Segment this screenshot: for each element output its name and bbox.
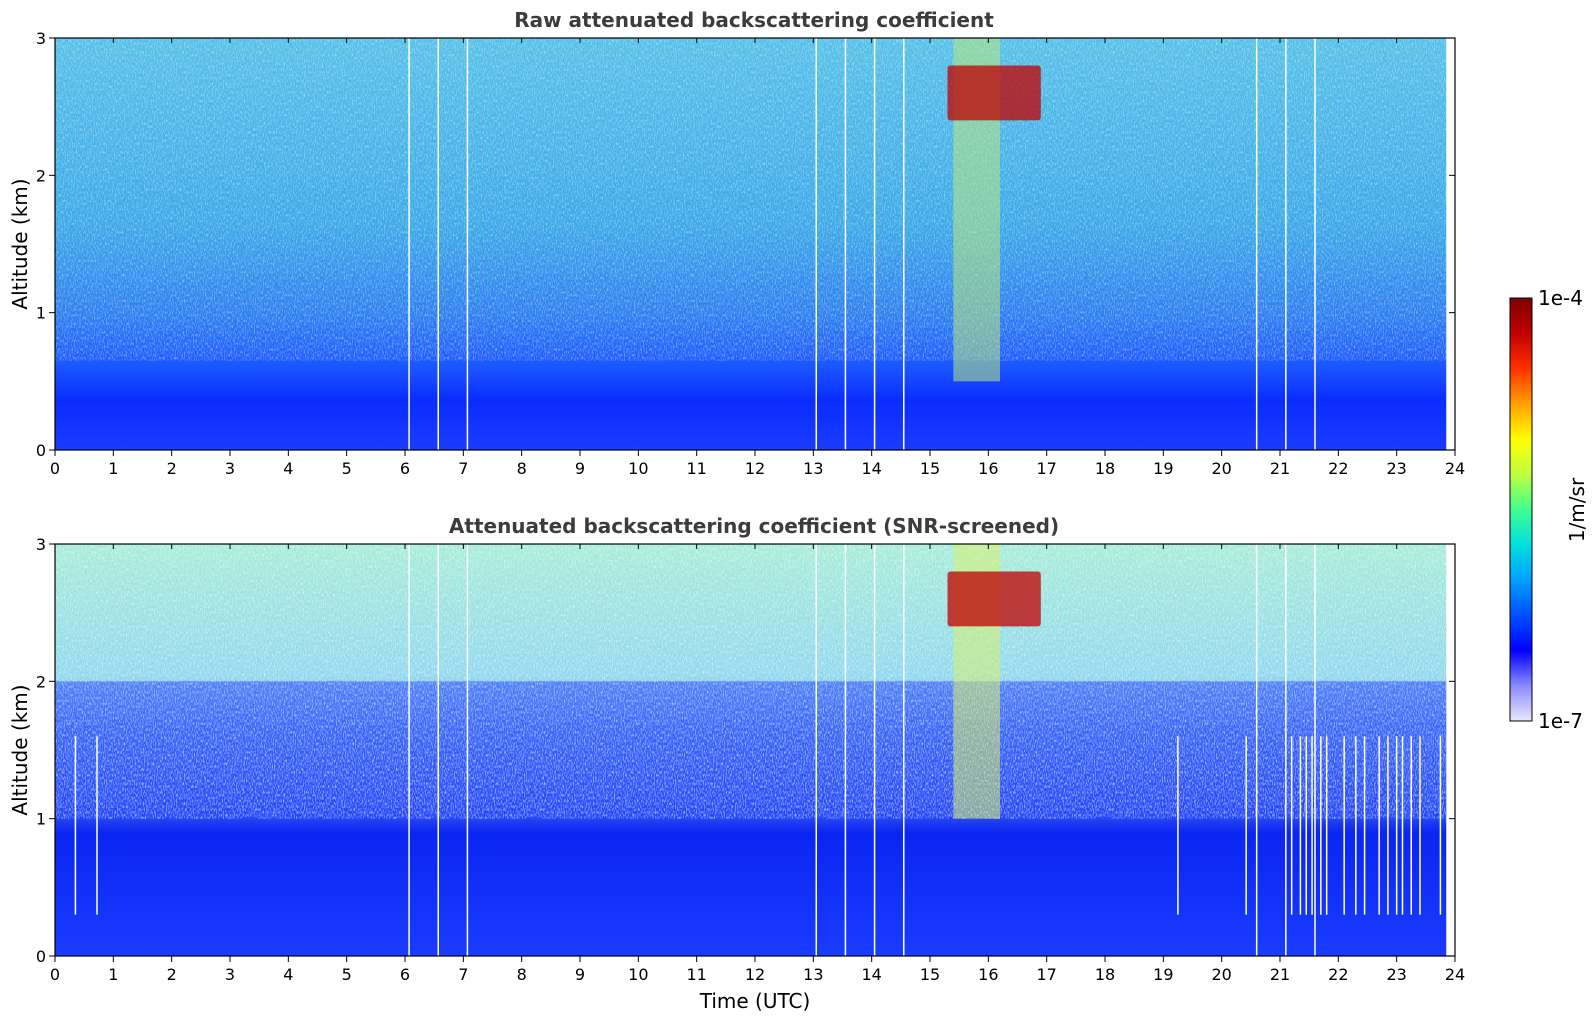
x-tick-label: 23 bbox=[1386, 459, 1406, 478]
x-tick-label: 11 bbox=[686, 459, 706, 478]
x-tick-label: 20 bbox=[1211, 459, 1231, 478]
x-tick-label: 1 bbox=[108, 965, 118, 984]
x-tick-label: 2 bbox=[167, 459, 177, 478]
x-tick-label: 13 bbox=[803, 965, 823, 984]
x-tick-label: 11 bbox=[686, 965, 706, 984]
panel-title-screened: Attenuated backscattering coefficient (S… bbox=[449, 514, 1059, 538]
x-tick-label: 10 bbox=[628, 965, 648, 984]
x-tick-label: 24 bbox=[1445, 459, 1465, 478]
noise-speckle bbox=[55, 38, 1447, 361]
x-tick-label: 23 bbox=[1386, 965, 1406, 984]
y-axis-label-screened: Altitude (km) bbox=[8, 684, 32, 815]
x-axis-screened: 0 1 2 3 4 5 6 7 8 9 10 11 12 13 14 15 16 17 18 19 20 21 22 23 24 bbox=[50, 544, 1465, 984]
x-tick-label: 0 bbox=[50, 459, 60, 478]
x-tick-label: 15 bbox=[920, 965, 940, 984]
x-tick-label: 18 bbox=[1095, 965, 1115, 984]
x-tick-label: 22 bbox=[1328, 459, 1348, 478]
y-tick-label: 1 bbox=[36, 810, 46, 829]
x-tick-label: 24 bbox=[1445, 965, 1465, 984]
x-tick-label: 12 bbox=[745, 459, 765, 478]
x-tick-label: 21 bbox=[1270, 459, 1290, 478]
x-tick-label: 14 bbox=[861, 965, 881, 984]
x-tick-label: 19 bbox=[1153, 965, 1173, 984]
x-tick-label: 17 bbox=[1036, 459, 1056, 478]
y-tick-label: 2 bbox=[36, 166, 46, 185]
colorbar-min-label: 1e-7 bbox=[1538, 709, 1583, 733]
x-tick-label: 19 bbox=[1153, 459, 1173, 478]
y-axis-screened: 0 1 2 3 bbox=[36, 535, 1455, 966]
x-axis-label: Time (UTC) bbox=[699, 989, 811, 1013]
x-tick-label: 7 bbox=[458, 965, 468, 984]
panel-raw: Raw attenuated backscattering coefficien… bbox=[8, 8, 1465, 478]
y-axis-raw: 0 1 2 3 bbox=[36, 29, 1455, 460]
y-axis-label-raw: Altitude (km) bbox=[8, 178, 32, 309]
x-tick-label: 6 bbox=[400, 459, 410, 478]
x-tick-label: 5 bbox=[342, 459, 352, 478]
x-tick-label: 0 bbox=[50, 965, 60, 984]
x-tick-label: 14 bbox=[861, 459, 881, 478]
cloud-layer bbox=[947, 65, 1041, 121]
x-tick-label: 16 bbox=[978, 459, 998, 478]
x-tick-label: 17 bbox=[1036, 965, 1056, 984]
x-tick-label: 13 bbox=[803, 459, 823, 478]
x-tick-label: 6 bbox=[400, 965, 410, 984]
x-tick-label: 1 bbox=[108, 459, 118, 478]
colorbar: 1e-4 1e-7 1/m/sr bbox=[1509, 286, 1589, 733]
x-tick-label: 22 bbox=[1328, 965, 1348, 984]
x-tick-label: 2 bbox=[167, 965, 177, 984]
x-tick-label: 3 bbox=[225, 965, 235, 984]
y-tick-label: 0 bbox=[36, 441, 46, 460]
cloud-layer bbox=[947, 571, 1041, 627]
x-tick-label: 8 bbox=[517, 965, 527, 984]
x-tick-label: 16 bbox=[978, 965, 998, 984]
colorbar-label: 1/m/sr bbox=[1565, 477, 1589, 542]
x-axis-raw: 0 1 2 3 4 5 6 7 8 9 10 11 12 13 14 15 16 17 18 19 20 21 22 23 24 bbox=[50, 38, 1465, 478]
x-tick-label: 12 bbox=[745, 965, 765, 984]
x-tick-label: 15 bbox=[920, 459, 940, 478]
panel-title-raw: Raw attenuated backscattering coefficien… bbox=[514, 8, 994, 32]
x-tick-label: 9 bbox=[575, 965, 585, 984]
x-tick-label: 4 bbox=[283, 965, 293, 984]
x-tick-label: 8 bbox=[517, 459, 527, 478]
y-tick-label: 3 bbox=[36, 29, 46, 48]
colorbar-max-label: 1e-4 bbox=[1538, 286, 1583, 310]
colorbar-gradient bbox=[1509, 297, 1533, 722]
y-tick-label: 2 bbox=[36, 672, 46, 691]
x-tick-label: 9 bbox=[575, 459, 585, 478]
x-tick-label: 3 bbox=[225, 459, 235, 478]
x-tick-label: 4 bbox=[283, 459, 293, 478]
x-tick-label: 20 bbox=[1211, 965, 1231, 984]
x-tick-label: 18 bbox=[1095, 459, 1115, 478]
panel-screened: Attenuated backscattering coefficient (S… bbox=[8, 514, 1465, 1013]
x-tick-label: 10 bbox=[628, 459, 648, 478]
y-tick-label: 3 bbox=[36, 535, 46, 554]
y-tick-label: 0 bbox=[36, 947, 46, 966]
x-tick-label: 21 bbox=[1270, 965, 1290, 984]
y-tick-label: 1 bbox=[36, 304, 46, 323]
x-tick-label: 5 bbox=[342, 965, 352, 984]
x-tick-label: 7 bbox=[458, 459, 468, 478]
